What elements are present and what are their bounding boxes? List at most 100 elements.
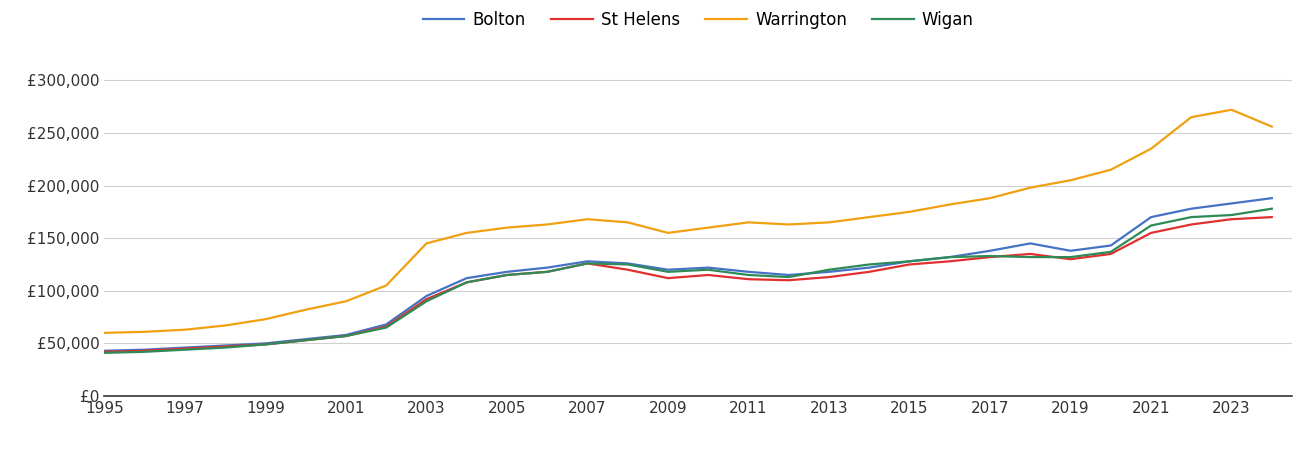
St Helens <box>539 269 555 274</box>
Bolton <box>298 337 313 342</box>
Warrington <box>1022 185 1037 190</box>
Bolton <box>1062 248 1078 253</box>
St Helens <box>1143 230 1159 236</box>
Line: Wigan: Wigan <box>104 209 1272 353</box>
St Helens <box>459 279 475 285</box>
Wigan <box>137 349 153 355</box>
Bolton <box>579 259 595 264</box>
Wigan <box>1184 214 1199 220</box>
Wigan <box>660 269 676 274</box>
Bolton <box>1224 201 1240 206</box>
Bolton <box>499 269 514 274</box>
Bolton <box>338 332 354 338</box>
St Helens <box>257 342 273 347</box>
St Helens <box>419 297 435 302</box>
Line: Bolton: Bolton <box>104 198 1272 351</box>
Warrington <box>419 241 435 246</box>
Wigan <box>620 262 636 267</box>
St Helens <box>821 274 837 280</box>
Warrington <box>257 316 273 322</box>
St Helens <box>942 259 958 264</box>
Bolton <box>137 347 153 352</box>
Bolton <box>1184 206 1199 211</box>
Warrington <box>338 299 354 304</box>
St Helens <box>660 275 676 281</box>
Bolton <box>1103 243 1118 248</box>
Bolton <box>419 293 435 299</box>
St Helens <box>701 272 716 278</box>
Wigan <box>1022 254 1037 260</box>
St Helens <box>218 344 234 349</box>
St Helens <box>1022 251 1037 256</box>
Warrington <box>983 195 998 201</box>
St Helens <box>983 254 998 260</box>
Warrington <box>218 323 234 328</box>
Wigan <box>499 272 514 278</box>
Bolton <box>1022 241 1037 246</box>
Wigan <box>861 262 877 267</box>
Bolton <box>942 254 958 260</box>
St Helens <box>902 262 917 267</box>
St Helens <box>137 348 153 353</box>
Warrington <box>942 202 958 207</box>
Wigan <box>97 350 112 356</box>
Bolton <box>459 275 475 281</box>
St Helens <box>1103 251 1118 256</box>
Wigan <box>741 272 757 278</box>
Bolton <box>701 265 716 270</box>
Wigan <box>177 347 193 352</box>
Wigan <box>902 259 917 264</box>
St Helens <box>1265 214 1280 220</box>
St Helens <box>298 338 313 343</box>
Warrington <box>1103 167 1118 172</box>
Wigan <box>701 267 716 272</box>
Warrington <box>137 329 153 334</box>
Warrington <box>1265 124 1280 129</box>
St Helens <box>1224 216 1240 222</box>
Warrington <box>861 214 877 220</box>
Wigan <box>1224 212 1240 218</box>
Wigan <box>539 269 555 274</box>
Warrington <box>902 209 917 215</box>
Bolton <box>741 269 757 274</box>
Warrington <box>1224 107 1240 112</box>
Wigan <box>942 254 958 260</box>
Warrington <box>821 220 837 225</box>
St Helens <box>378 324 394 329</box>
Bolton <box>861 265 877 270</box>
Bolton <box>177 345 193 350</box>
Warrington <box>298 307 313 312</box>
Wigan <box>579 261 595 266</box>
Wigan <box>821 267 837 272</box>
Wigan <box>338 333 354 339</box>
Bolton <box>983 248 998 253</box>
Warrington <box>378 283 394 288</box>
Bolton <box>97 348 112 353</box>
Warrington <box>499 225 514 230</box>
St Helens <box>861 269 877 274</box>
Wigan <box>218 345 234 350</box>
Bolton <box>218 343 234 348</box>
Warrington <box>780 222 796 227</box>
Wigan <box>257 342 273 347</box>
St Helens <box>780 278 796 283</box>
Warrington <box>459 230 475 236</box>
Warrington <box>620 220 636 225</box>
Warrington <box>1143 146 1159 151</box>
Wigan <box>1103 249 1118 255</box>
Bolton <box>378 322 394 327</box>
Legend: Bolton, St Helens, Warrington, Wigan: Bolton, St Helens, Warrington, Wigan <box>416 4 980 36</box>
Warrington <box>177 327 193 333</box>
Wigan <box>459 279 475 285</box>
Wigan <box>983 253 998 259</box>
Warrington <box>701 225 716 230</box>
Warrington <box>741 220 757 225</box>
Line: Warrington: Warrington <box>104 110 1272 333</box>
Wigan <box>419 299 435 304</box>
Warrington <box>97 330 112 336</box>
St Helens <box>620 267 636 272</box>
Bolton <box>1265 195 1280 201</box>
Bolton <box>660 267 676 272</box>
St Helens <box>1062 256 1078 262</box>
St Helens <box>177 346 193 351</box>
